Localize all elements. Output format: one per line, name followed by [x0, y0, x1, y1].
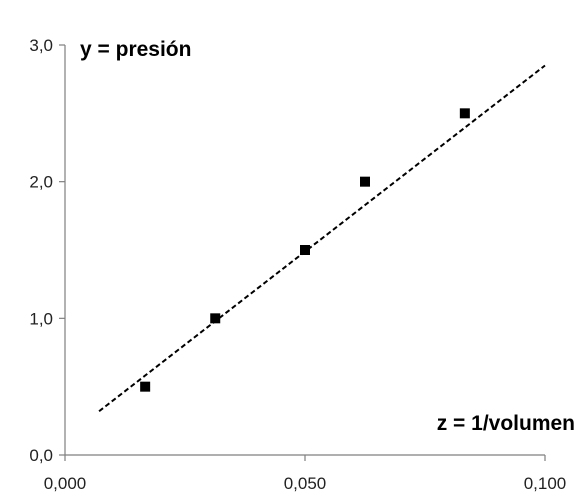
data-point — [360, 176, 370, 187]
x-tick-label: 0,100 — [524, 474, 567, 493]
tick-labels: 0,0 1,0 2,0 3,0 0,000 0,050 0,100 — [29, 36, 566, 493]
data-point — [459, 108, 470, 119]
series-layer — [98, 64, 546, 413]
x-axis-title: z = 1/volumen — [437, 412, 575, 435]
y-axis-title: y = presión — [80, 38, 191, 61]
y-tick-label: 2,0 — [29, 173, 53, 192]
y-tick-label: 3,0 — [29, 36, 53, 55]
data-point — [140, 381, 151, 392]
data-point — [210, 313, 221, 324]
x-tick-label: 0,050 — [284, 474, 327, 493]
x-tick-label: 0,000 — [44, 474, 87, 493]
data-point — [300, 245, 310, 255]
y-tick-label: 0,0 — [29, 446, 53, 465]
trend-line — [98, 64, 546, 413]
tick-marks — [59, 44, 546, 461]
y-tick-label: 1,0 — [29, 309, 53, 328]
